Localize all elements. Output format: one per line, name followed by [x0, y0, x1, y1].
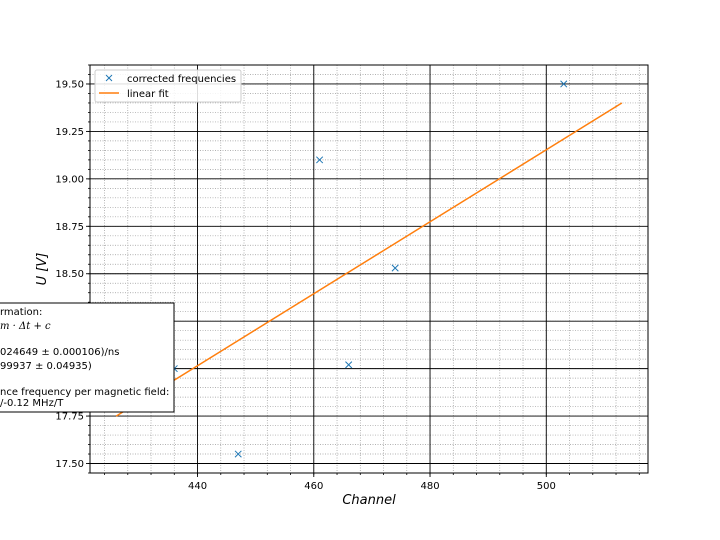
- y-tick-label: 19.50: [55, 79, 84, 90]
- info-box: rmation: m · Δt + c 024649 ± 0.000106)/n…: [0, 302, 175, 413]
- data-point-x-marker: [316, 156, 324, 164]
- x-tick-label: 460: [304, 481, 323, 492]
- info-line-5: 99937 ± 0.04935): [0, 361, 92, 372]
- y-tick-label: 18.75: [55, 222, 84, 233]
- info-box-frame: [0, 302, 175, 413]
- y-tick-label: 18.50: [55, 269, 84, 280]
- x-tick-label: 500: [537, 481, 556, 492]
- data-point-x-marker: [560, 80, 568, 88]
- info-line-8: /-0.12 MHz/T: [0, 398, 64, 409]
- x-tick-label: 440: [188, 481, 207, 492]
- info-line-1: rmation:: [0, 307, 42, 318]
- y-tick-label: 19.00: [55, 174, 84, 185]
- x-tick-labels: 440 460 480 500: [188, 481, 556, 492]
- info-line-7: nce frequency per magnetic field:: [0, 387, 169, 398]
- points-layer: [170, 80, 568, 458]
- legend: corrected frequencies linear fit: [94, 69, 242, 103]
- x-axis-label: Channel: [342, 493, 396, 508]
- data-point-x-marker: [345, 361, 353, 369]
- legend-box: [94, 69, 242, 103]
- legend-marker-x-icon: [105, 74, 113, 82]
- y-tick-label: 17.50: [55, 459, 84, 470]
- plot-frame: [89, 64, 649, 474]
- y-tick-label: 17.75: [55, 412, 84, 423]
- legend-label-linear-fit: linear fit: [127, 89, 169, 100]
- x-tick-label: 480: [420, 481, 439, 492]
- fit-line: [115, 102, 623, 417]
- axis-ticks: [86, 64, 640, 477]
- data-point-x-marker: [391, 264, 399, 272]
- y-tick-label: 19.25: [55, 127, 84, 138]
- info-line-4: 024649 ± 0.000106)/ns: [0, 347, 119, 358]
- data-point-x-marker: [234, 450, 242, 458]
- info-line-2: m · Δt + c: [0, 321, 51, 332]
- y-axis-label: U [V]: [35, 253, 50, 286]
- legend-label-corrected-frequencies: corrected frequencies: [127, 74, 236, 85]
- fit-layer: [115, 102, 623, 417]
